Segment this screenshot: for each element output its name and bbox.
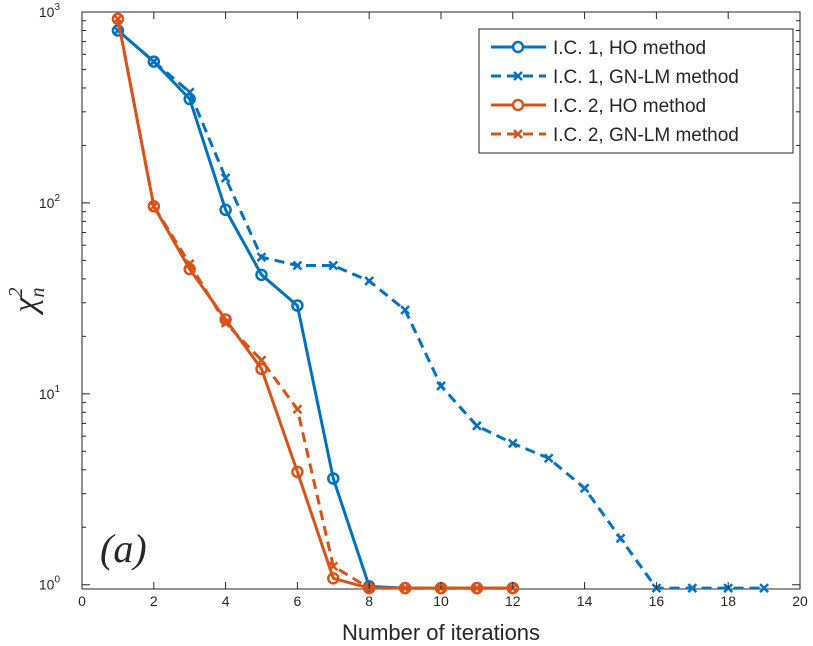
data-point-x — [256, 252, 267, 263]
data-point-x — [507, 438, 518, 449]
data-point-x — [543, 453, 554, 464]
data-point-circle — [147, 55, 161, 68]
x-tick-label: 12 — [505, 593, 521, 609]
x-tick-label: 18 — [720, 593, 736, 609]
y-axis-superscript: 2 — [5, 288, 27, 298]
legend-marker-x — [513, 71, 523, 81]
legend-marker-circle — [511, 40, 525, 54]
x-tick-label: 6 — [294, 593, 302, 609]
data-point-x — [436, 381, 446, 391]
data-point-x — [328, 260, 339, 271]
data-point-x — [472, 583, 482, 594]
data-point-x — [364, 276, 375, 286]
data-point-x — [579, 483, 590, 494]
x-tick-label: 8 — [365, 593, 373, 609]
y-axis-title: χ2n — [5, 288, 49, 316]
data-point-x — [256, 355, 267, 366]
data-point-x — [148, 56, 159, 67]
y-tick-label: 102 — [39, 193, 61, 211]
y-tick-label: 100 — [39, 575, 61, 593]
data-point-x — [400, 305, 410, 315]
axes-layer: 0 2 4 6 8 10 12 14 16 18 20 100 101 102 103 — [39, 2, 808, 609]
legend-label: I.C. 2, HO method — [553, 96, 706, 117]
data-point-x — [328, 561, 339, 572]
x-axis-title: Number of iterations — [342, 620, 540, 645]
data-point-circle — [291, 299, 304, 312]
data-point-x — [759, 583, 769, 594]
data-point-x — [292, 404, 303, 415]
x-tick-label: 16 — [649, 593, 665, 609]
x-tick-label: 14 — [577, 593, 593, 609]
data-point-x — [113, 14, 123, 24]
data-point-x — [148, 201, 159, 212]
data-point-x — [292, 260, 303, 271]
data-point-x — [220, 173, 231, 183]
legend-label: I.C. 1, HO method — [553, 38, 706, 59]
data-point-x — [184, 87, 195, 98]
x-tick-label: 10 — [433, 593, 449, 609]
data-point-x — [615, 533, 626, 544]
data-point-circle — [327, 572, 340, 585]
data-point-x — [472, 420, 482, 431]
panel-label: (a) — [100, 526, 147, 571]
data-point-x — [400, 583, 410, 594]
data-point-circle — [291, 465, 304, 479]
y-axis-subscript: n — [27, 288, 49, 298]
y-axis-symbol: χ — [7, 296, 44, 315]
data-point-circle — [219, 203, 232, 217]
x-tick-label: 2 — [150, 593, 158, 609]
y-tick-label: 103 — [39, 2, 61, 20]
data-point-circle — [327, 472, 340, 485]
legend-box — [478, 28, 794, 154]
x-tick-label: 4 — [222, 593, 230, 609]
legend: I.C. 1, HO method I.C. 1, GN-LM method I.C… — [478, 28, 794, 154]
data-point-circle — [255, 268, 268, 282]
x-tick-label: 20 — [792, 593, 808, 609]
legend-marker-x — [513, 129, 523, 139]
y-tick-label: 101 — [39, 384, 61, 402]
data-point-x — [184, 258, 195, 269]
legend-label: I.C. 2, GN-LM method — [553, 125, 739, 146]
data-point-x — [687, 583, 698, 594]
legend-marker-circle — [511, 98, 525, 112]
series-line-4 — [116, 18, 513, 590]
data-point-x — [220, 318, 231, 328]
legend-label: I.C. 1, GN-LM method — [553, 67, 739, 88]
x-tick-label: 0 — [78, 593, 86, 609]
